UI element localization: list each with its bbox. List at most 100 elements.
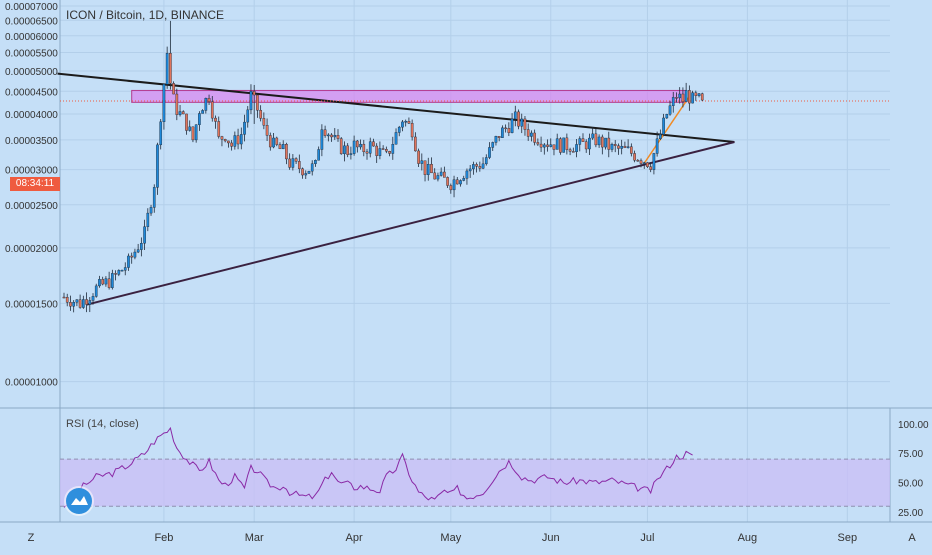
candle xyxy=(530,130,533,142)
candle-body xyxy=(465,170,469,179)
candle-body xyxy=(136,249,140,253)
candle-body xyxy=(246,109,250,123)
candle xyxy=(688,85,691,111)
candle xyxy=(497,136,501,142)
candle-body xyxy=(301,168,304,176)
candle xyxy=(140,237,143,257)
candle-body xyxy=(659,134,662,140)
candle-body xyxy=(623,145,627,148)
candle-body xyxy=(78,299,82,308)
candle-body xyxy=(523,118,527,130)
candle-body xyxy=(517,111,520,127)
candle-body xyxy=(504,127,507,130)
candle-body xyxy=(91,296,95,301)
candle-body xyxy=(365,151,369,154)
price-axis-tick: 0.00004000 xyxy=(5,110,58,121)
candle xyxy=(459,179,462,187)
candle-body xyxy=(555,138,559,150)
candle xyxy=(491,141,495,151)
candle xyxy=(98,275,101,288)
candle xyxy=(694,90,698,101)
candle xyxy=(275,136,279,147)
candle-body xyxy=(410,123,414,138)
candle xyxy=(310,160,314,176)
candle xyxy=(159,119,163,150)
candle xyxy=(700,92,704,101)
candle-body xyxy=(700,93,704,101)
candle xyxy=(417,148,420,167)
price-axis-tick: 0.00005500 xyxy=(5,49,58,60)
candle-body xyxy=(630,146,633,154)
candle-body xyxy=(181,111,185,115)
candle xyxy=(272,132,275,149)
candle-body xyxy=(462,178,466,181)
candle-body xyxy=(336,135,340,139)
candle xyxy=(156,142,159,195)
candle xyxy=(262,112,266,130)
candle-body xyxy=(671,97,675,106)
candle xyxy=(336,129,340,142)
candle xyxy=(520,113,524,134)
candle xyxy=(149,204,153,216)
candle-body xyxy=(488,147,491,158)
candle-body xyxy=(265,125,269,136)
tradingview-logo-icon[interactable] xyxy=(66,488,92,514)
candle-body xyxy=(691,92,694,104)
price-axis-tick: 0.00007000 xyxy=(5,2,58,13)
candle-body xyxy=(130,255,134,258)
candle-body xyxy=(452,179,456,191)
candle-body xyxy=(443,171,446,178)
candle xyxy=(613,140,617,153)
candle-body xyxy=(655,138,659,154)
candle-body xyxy=(198,113,201,125)
candle-body xyxy=(256,94,259,111)
rsi-indicator-label[interactable]: RSI (14, close) xyxy=(66,418,139,430)
candle-body xyxy=(65,297,69,303)
candle xyxy=(356,139,359,153)
candle xyxy=(194,124,198,143)
candle-body xyxy=(288,158,291,168)
candle xyxy=(339,137,343,155)
candle xyxy=(568,147,572,156)
candle xyxy=(117,269,121,277)
candle xyxy=(675,92,678,103)
candle xyxy=(88,297,92,313)
candle xyxy=(259,105,262,122)
candle xyxy=(668,100,672,116)
candle-body xyxy=(191,126,195,141)
candle-body xyxy=(117,270,121,275)
candle-body xyxy=(297,161,301,169)
candle xyxy=(588,133,591,156)
candle xyxy=(152,184,156,213)
candle xyxy=(662,113,665,137)
candle xyxy=(665,113,669,119)
candle-body xyxy=(436,175,440,180)
ascending-support-line[interactable] xyxy=(86,141,735,306)
candle-body xyxy=(220,136,224,140)
candle xyxy=(143,219,146,251)
candle-body xyxy=(327,134,330,137)
candle xyxy=(301,167,304,179)
candle xyxy=(243,114,246,142)
candle-body xyxy=(688,90,691,104)
candle xyxy=(349,146,353,160)
candle xyxy=(439,167,443,177)
orange-trendline[interactable] xyxy=(643,96,690,164)
candle xyxy=(330,133,333,142)
candle xyxy=(646,162,649,169)
candle-body xyxy=(568,149,572,152)
candle-body xyxy=(639,160,643,164)
candle xyxy=(397,125,401,137)
candle-body xyxy=(268,135,272,148)
candle-body xyxy=(98,279,101,287)
candle xyxy=(188,120,192,132)
candle xyxy=(455,177,459,185)
candle-body xyxy=(343,145,346,155)
candle-body xyxy=(285,144,288,160)
candle xyxy=(230,140,233,151)
candle xyxy=(252,84,256,124)
candle xyxy=(120,269,124,272)
last-price-countdown: 08:34:11 xyxy=(10,177,60,191)
candle xyxy=(385,146,388,154)
candle-body xyxy=(233,135,237,147)
